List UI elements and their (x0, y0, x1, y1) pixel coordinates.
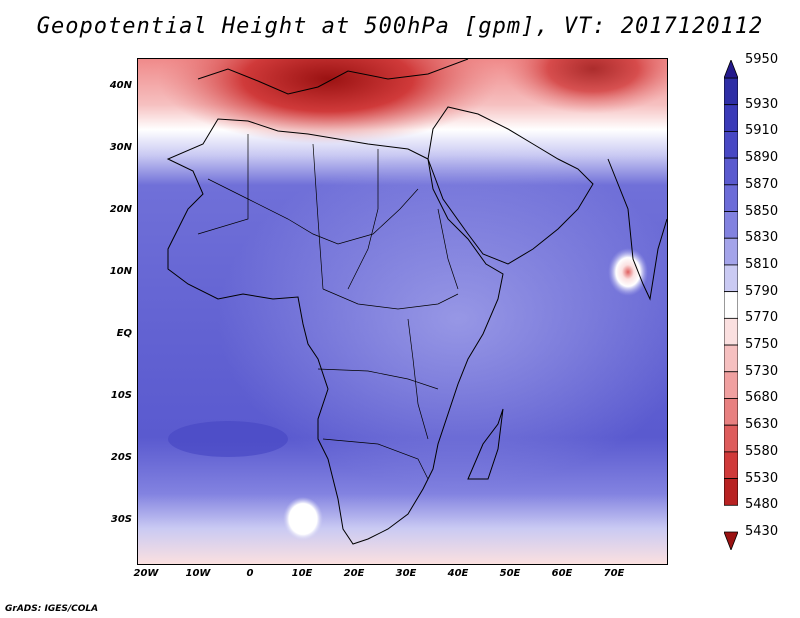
europe-outline (197, 59, 469, 95)
colorbar-level-label: 5890 (745, 150, 779, 166)
lat-label-10s: 10S (110, 390, 132, 401)
colorbar-box (724, 264, 738, 293)
map-title: Geopotential Height at 500hPa [gpm], VT:… (36, 14, 764, 39)
colorbar-level-label: 5870 (745, 176, 779, 192)
colorbar-box (724, 371, 738, 399)
colorbar-level-label: 5930 (745, 96, 779, 112)
border-line (197, 134, 249, 235)
colorbar-box (724, 237, 738, 266)
india-outline (607, 158, 667, 301)
colorbar-box (724, 157, 738, 186)
border-line (407, 318, 429, 440)
lat-label-40n: 40N (109, 80, 132, 91)
colorbar-box (724, 131, 738, 159)
africa-outline (166, 118, 504, 545)
colorbar-box (724, 451, 738, 479)
colorbar-level-label: 5530 (745, 470, 779, 486)
colorbar-level-label: 5910 (745, 123, 779, 139)
colorbar-level-label: 5810 (745, 256, 779, 272)
lon-label-10w: 10W (185, 568, 211, 579)
colorbar-level-label: 5480 (745, 497, 779, 513)
lat-label-20s: 20S (110, 452, 132, 463)
country-borders (197, 134, 459, 480)
colorbar-level-label: 5950 (745, 52, 779, 67)
border-line (347, 149, 379, 290)
border-line (322, 288, 459, 310)
warm-core-south-africa (283, 497, 323, 541)
colorbar-box (724, 77, 738, 106)
subtropical-ridge (218, 149, 667, 489)
colorbar-box (724, 424, 738, 453)
lon-label-70e: 70E (603, 568, 625, 579)
lon-label-30e: 30E (395, 568, 417, 579)
geopotential-map (138, 59, 667, 564)
colorbar-level-label: 5790 (745, 283, 779, 299)
border-line (312, 143, 324, 290)
colorbar-level-label: 5580 (745, 443, 779, 459)
colorbar-box (724, 478, 738, 506)
colorbar-level-label: 5850 (745, 203, 779, 219)
trough-central-asia (503, 59, 667, 114)
credit-label: GrADS: IGES/COLA (5, 604, 99, 614)
border-line (317, 368, 439, 390)
low-south-atlantic (168, 421, 288, 457)
colorbar-box (724, 291, 738, 319)
map-panel (137, 58, 668, 565)
coastlines (166, 59, 667, 545)
lat-label-30n: 30N (109, 142, 132, 153)
colorbar-level-label: 5630 (745, 417, 779, 433)
colorbar-box (724, 211, 738, 239)
lon-label-20e: 20E (343, 568, 365, 579)
colorbar-box (724, 344, 738, 373)
border-line (322, 438, 429, 480)
colorbar-level-label: 5750 (745, 337, 779, 353)
lon-label-0: 0 (246, 568, 254, 579)
colorbar-box (724, 398, 738, 426)
lat-label-20n: 20N (109, 204, 132, 215)
colorbar-top-arrow (724, 60, 738, 79)
lat-label-10n: 10N (109, 266, 132, 277)
border-line (207, 178, 419, 245)
madagascar-outline (467, 408, 504, 480)
lon-label-60e: 60E (551, 568, 573, 579)
trough-north-africa (158, 59, 498, 144)
colorbar-bottom-arrow (724, 531, 738, 550)
colorbar-box (724, 317, 738, 346)
lon-label-50e: 50E (499, 568, 521, 579)
lat-label-eq: EQ (116, 328, 132, 339)
cyclone-arabian-sea (608, 248, 648, 296)
colorbar-level-label: 5830 (745, 230, 779, 246)
colorbar-level-label: 5770 (745, 310, 779, 326)
colorbar-level-label: 5680 (745, 390, 779, 406)
lat-label-30s: 30S (110, 514, 132, 525)
colorbar-box (724, 104, 738, 132)
arabia-outline (427, 106, 594, 265)
colorbar-level-label: 5730 (745, 363, 779, 379)
colorbar-level-label: 5430 (745, 524, 779, 539)
border-line (437, 208, 459, 290)
colorbar (724, 60, 738, 550)
lon-label-40e: 40E (447, 568, 469, 579)
colorbar-box (724, 184, 738, 212)
lon-label-10e: 10E (291, 568, 313, 579)
lon-label-20w: 20W (133, 568, 159, 579)
